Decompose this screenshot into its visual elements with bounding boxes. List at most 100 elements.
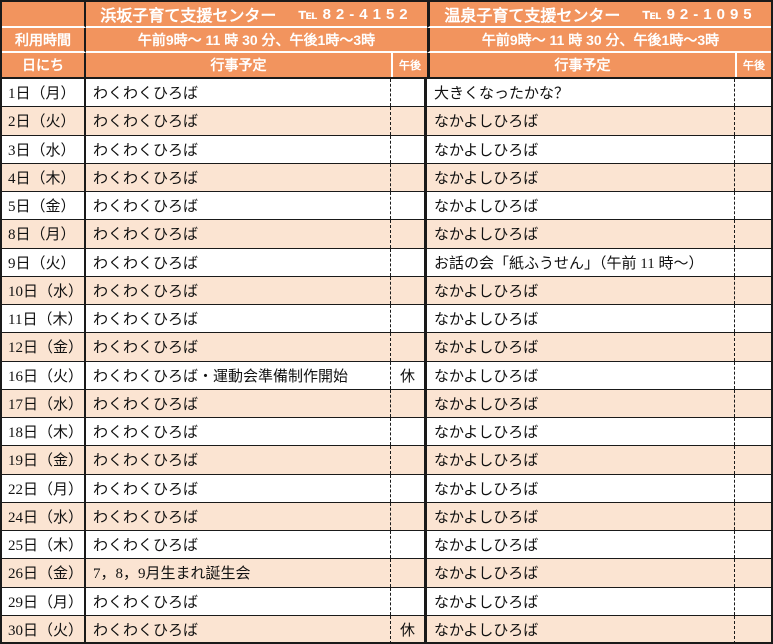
onsen-event-cell: なかよしひろば: [427, 587, 735, 615]
onsen-pm-cell: [735, 79, 771, 106]
hamasaka-event-cell: わくわくひろば: [86, 192, 391, 220]
date-cell: 16日（火）: [2, 361, 86, 389]
date-cell: 9日（火）: [2, 248, 86, 276]
hamasaka-event-cell: わくわくひろば: [86, 446, 391, 474]
table-row: 26日（金） 7，8，9月生まれ誕生会 なかよしひろば: [2, 559, 771, 588]
onsen-event-cell: なかよしひろば: [427, 192, 735, 220]
onsen-event-cell: 大きくなったかな？: [427, 79, 735, 107]
table-row: 19日（金） わくわくひろば なかよしひろば: [2, 446, 771, 475]
hamasaka-pm-cell: [391, 502, 427, 530]
hamasaka-pm-cell: [391, 305, 427, 333]
hamasaka-pm-cell: [391, 192, 427, 220]
date-cell: 5日（金）: [2, 192, 86, 220]
hamasaka-event-cell: わくわくひろば: [86, 502, 391, 530]
hamasaka-pm-cell: [391, 333, 427, 361]
onsen-pm-cell: [735, 220, 771, 247]
date-cell: 12日（金）: [2, 333, 86, 361]
onsen-event-cell: なかよしひろば: [427, 531, 735, 559]
onsen-event-cell: なかよしひろば: [427, 615, 735, 642]
onsen-schedule-column-header: 行事予定: [427, 53, 735, 77]
hamasaka-event-cell: わくわくひろば: [86, 587, 391, 615]
date-cell: 4日（木）: [2, 163, 86, 191]
table-row: 4日（木） わくわくひろば なかよしひろば: [2, 163, 771, 192]
usage-hours-label: 利用時間: [2, 28, 86, 53]
onsen-pm-cell: [735, 616, 771, 642]
hamasaka-pm-cell: [391, 531, 427, 559]
onsen-pm-cell: [735, 277, 771, 304]
date-cell: 30日（火）: [2, 615, 86, 642]
hamasaka-event-cell: わくわくひろば: [86, 135, 391, 163]
onsen-pm-cell: [735, 164, 771, 191]
date-column-header: 日にち: [2, 53, 86, 77]
hamasaka-event-cell: わくわくひろば: [86, 474, 391, 502]
onsen-event-cell: なかよしひろば: [427, 333, 735, 361]
hamasaka-event-cell: 7，8，9月生まれ誕生会: [86, 559, 391, 587]
onsen-event-cell: なかよしひろば: [427, 474, 735, 502]
onsen-event-cell: なかよしひろば: [427, 446, 735, 474]
date-cell: 17日（水）: [2, 389, 86, 417]
hamasaka-pm-cell: [391, 107, 427, 135]
onsen-event-cell: お話の会「紙ふうせん」（午前 11 時～）: [427, 248, 735, 276]
hamasaka-pm-cell: [391, 276, 427, 304]
table-header: 浜坂子育て支援センター ℡82-4152 温泉子育て支援センター ℡92-109…: [2, 2, 771, 77]
date-cell: 1日（月）: [2, 79, 86, 107]
onsen-pm-cell: [735, 446, 771, 473]
onsen-event-cell: なかよしひろば: [427, 418, 735, 446]
table-row: 16日（火） わくわくひろば・運動会準備制作開始 休 なかよしひろば: [2, 361, 771, 390]
hamasaka-event-cell: わくわくひろば: [86, 418, 391, 446]
hamasaka-center-title: 浜坂子育て支援センター ℡82-4152: [86, 2, 427, 28]
hamasaka-event-cell: わくわくひろば: [86, 333, 391, 361]
table-body: 1日（月） わくわくひろば 大きくなったかな？ 2日（火） わくわくひろば なか…: [2, 77, 771, 642]
date-cell: 24日（水）: [2, 502, 86, 530]
onsen-event-cell: なかよしひろば: [427, 389, 735, 417]
hamasaka-event-cell: わくわくひろば: [86, 220, 391, 248]
onsen-pm-cell: [735, 559, 771, 586]
table-row: 17日（水） わくわくひろば なかよしひろば: [2, 389, 771, 418]
onsen-event-cell: なかよしひろば: [427, 276, 735, 304]
onsen-pm-cell: [735, 249, 771, 276]
onsen-event-cell: なかよしひろば: [427, 559, 735, 587]
table-row: 9日（火） わくわくひろば お話の会「紙ふうせん」（午前 11 時～）: [2, 248, 771, 277]
table-row: 1日（月） わくわくひろば 大きくなったかな？: [2, 79, 771, 108]
table-row: 8日（月） わくわくひろば なかよしひろば: [2, 220, 771, 249]
hamasaka-event-cell: わくわくひろば・運動会準備制作開始: [86, 361, 391, 389]
hamasaka-center-tel: ℡82-4152: [298, 6, 413, 23]
table-row: 10日（水） わくわくひろば なかよしひろば: [2, 276, 771, 305]
hamasaka-pm-cell: [391, 587, 427, 615]
onsen-pm-cell: [735, 136, 771, 163]
hamasaka-pm-column-header: 午後: [391, 53, 427, 77]
date-cell: 18日（木）: [2, 418, 86, 446]
onsen-pm-cell: [735, 192, 771, 219]
date-cell: 8日（月）: [2, 220, 86, 248]
onsen-hours: 午前9時～ 11 時 30 分、午後1時～3時: [427, 28, 771, 53]
hamasaka-center-name: 浜坂子育て支援センター: [100, 8, 277, 25]
hamasaka-pm-cell: 休: [391, 361, 427, 389]
onsen-event-cell: なかよしひろば: [427, 305, 735, 333]
hamasaka-event-cell: わくわくひろば: [86, 276, 391, 304]
onsen-pm-cell: [735, 107, 771, 134]
corner-cell: [2, 2, 86, 28]
hamasaka-pm-cell: [391, 559, 427, 587]
hamasaka-hours: 午前9時～ 11 時 30 分、午後1時～3時: [86, 28, 427, 53]
onsen-pm-column-header: 午後: [735, 53, 771, 77]
table-row: 5日（金） わくわくひろば なかよしひろば: [2, 192, 771, 221]
hamasaka-pm-cell: [391, 446, 427, 474]
date-cell: 10日（水）: [2, 276, 86, 304]
hamasaka-event-cell: わくわくひろば: [86, 305, 391, 333]
onsen-event-cell: なかよしひろば: [427, 135, 735, 163]
table-row: 3日（水） わくわくひろば なかよしひろば: [2, 135, 771, 164]
onsen-pm-cell: [735, 531, 771, 558]
hamasaka-schedule-column-header: 行事予定: [210, 57, 267, 73]
onsen-center-title: 温泉子育て支援センター ℡92-1095: [427, 2, 771, 28]
onsen-pm-cell: [735, 362, 771, 389]
table-row: 11日（木） わくわくひろば なかよしひろば: [2, 305, 771, 334]
hamasaka-pm-cell: [391, 220, 427, 248]
table-row: 30日（火） わくわくひろば 休 なかよしひろば: [2, 615, 771, 642]
onsen-pm-cell: [735, 475, 771, 502]
onsen-pm-cell: [735, 390, 771, 417]
date-cell: 2日（火）: [2, 107, 86, 135]
date-cell: 3日（水）: [2, 135, 86, 163]
onsen-center-name: 温泉子育て支援センター: [444, 8, 621, 25]
hamasaka-event-cell: わくわくひろば: [86, 615, 391, 642]
